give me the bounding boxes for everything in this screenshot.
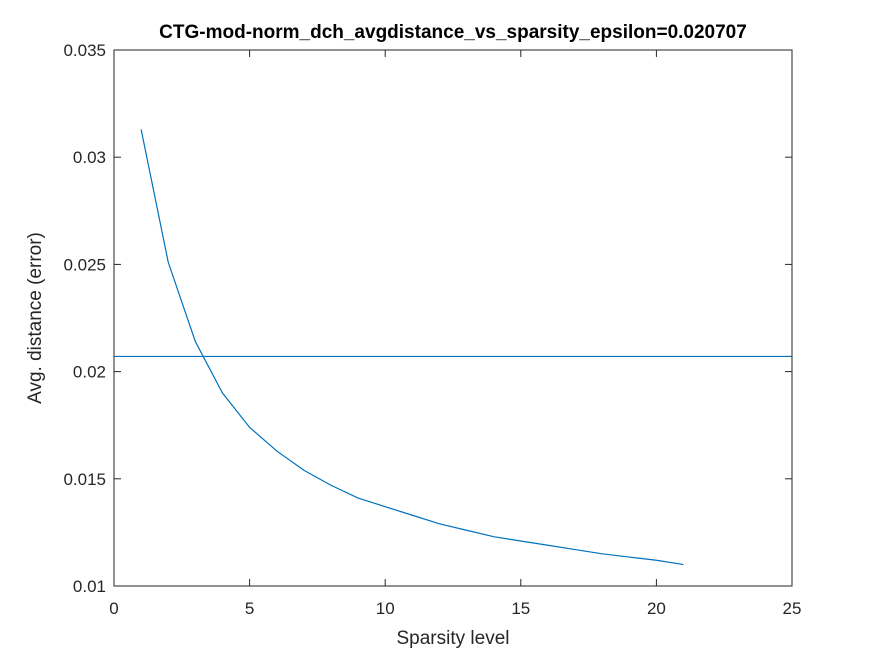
x-tick-label: 10 [376, 599, 395, 618]
x-tick-label: 5 [245, 599, 254, 618]
x-axis-label: Sparsity level [397, 628, 510, 649]
x-tick-label: 25 [783, 599, 802, 618]
x-axis-ticks: 0 5 10 15 20 25 [109, 50, 801, 618]
data-lines [114, 129, 792, 566]
plot-box [113, 49, 793, 587]
x-tick-label: 15 [511, 599, 530, 618]
x-tick-label: 20 [647, 599, 666, 618]
y-axis-ticks: 0.01 0.015 0.02 0.025 0.03 0.035 [63, 41, 792, 596]
y-tick-label: 0.015 [63, 470, 106, 489]
series-line-1 [140, 129, 684, 566]
y-tick-label: 0.035 [63, 41, 106, 60]
plot-area [114, 50, 792, 586]
y-tick-label: 0.025 [63, 255, 106, 274]
y-tick-label: 0.01 [73, 577, 106, 596]
y-tick-label: 0.02 [73, 363, 106, 382]
y-tick-label: 0.03 [73, 148, 106, 167]
y-axis-label: Avg. distance (error) [25, 232, 46, 404]
chart-title: CTG-mod-norm_dch_avgdistance_vs_sparsity… [159, 22, 747, 43]
x-tick-label: 0 [109, 599, 118, 618]
